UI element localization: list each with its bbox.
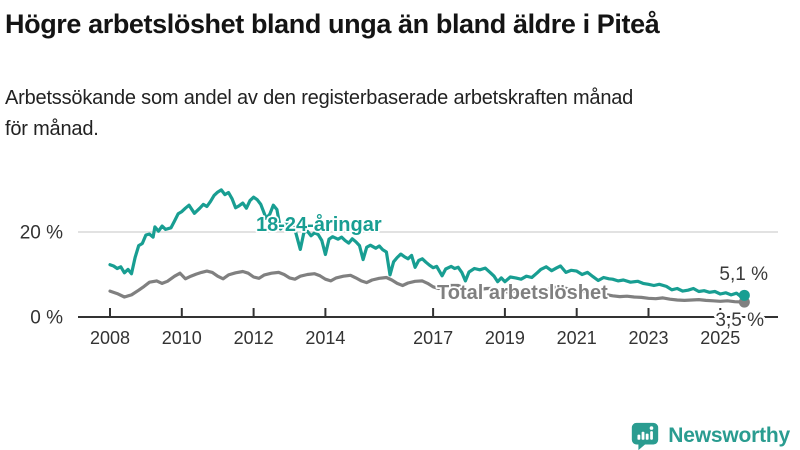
x-axis-label-2010: 2010: [162, 328, 202, 348]
bar-medium: [646, 433, 649, 440]
x-axis-label-2021: 2021: [557, 328, 597, 348]
y-axis-label-0: 0 %: [30, 308, 63, 329]
series-end-dot-1: [738, 289, 750, 301]
x-axis-label-2017: 2017: [413, 328, 453, 348]
exclamation-dot: [650, 426, 654, 430]
x-axis-label-2019: 2019: [485, 328, 525, 348]
newsworthy-bubble-chart-icon: [632, 422, 659, 450]
bar-tall: [641, 431, 645, 440]
x-axis-label-2023: 2023: [628, 328, 668, 348]
page-title: Högre arbetslöshet bland unga än bland ä…: [5, 9, 660, 39]
series-end-value-1: 5,1 %: [719, 264, 768, 285]
brand-name: Newsworthy: [668, 424, 790, 447]
bar-small: [637, 434, 641, 440]
series-end-value-0: 3,5 %: [715, 310, 764, 331]
y-axis-label-20: 20 %: [20, 223, 63, 244]
speech-bubble-shape: [632, 422, 659, 450]
x-axis-label-2008: 2008: [90, 328, 130, 348]
newsworthy-logo[interactable]: Newsworthy: [629, 420, 790, 450]
x-axis-label-2025: 2025: [700, 328, 740, 348]
line-chart: 0 % 20 % 2008 2010 2012 2014 2017 2019 2021 2023 2…: [20, 188, 778, 348]
series-line-0: [108, 269, 747, 304]
chart-page: Högre arbetslöshet bland unga än bland ä…: [0, 6, 800, 450]
chart-subtitle: Arbetssökande som andel av den registerb…: [5, 87, 634, 140]
x-axis-label-2012: 2012: [234, 328, 274, 348]
series-label-0: Total arbetslöshet: [437, 282, 608, 304]
x-axis-label-2014: 2014: [305, 328, 345, 348]
footer: Newsworthy: [629, 420, 790, 450]
exclamation-bar: [650, 431, 654, 440]
series-line-1: [108, 188, 747, 298]
series-label-1: 18-24-åringar: [256, 213, 382, 236]
